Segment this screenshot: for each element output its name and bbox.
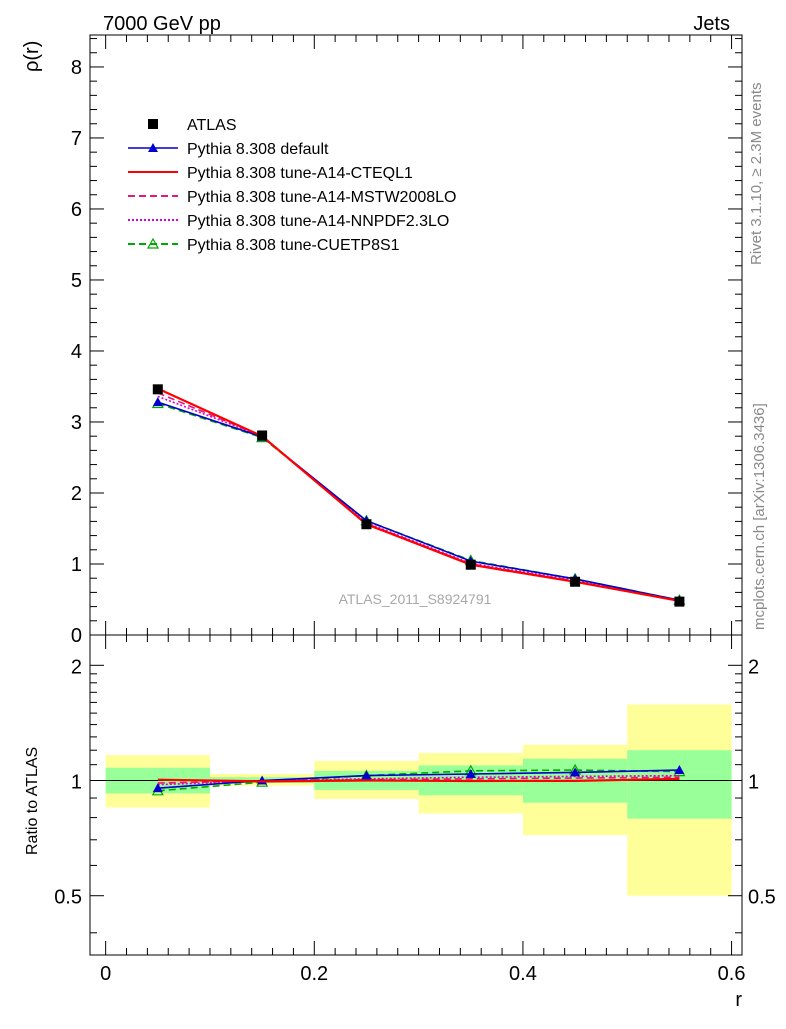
main-ytick-label-2: 2 xyxy=(71,483,82,505)
x-axis-label: r xyxy=(735,989,742,1011)
ratio-panel-frame: 0 0.2 0.4 0.6 0.5 0.5 1 1 2 2 xyxy=(54,634,776,985)
main-point-atlas xyxy=(570,576,581,587)
legend-label-atlas: ATLAS xyxy=(187,117,237,134)
main-point-atlas xyxy=(152,384,163,395)
main-line-pythia-8-308-tune-a14-cteql1 xyxy=(157,387,680,602)
main-line-pythia-8-308-tune-cuetp8s1 xyxy=(157,402,680,601)
x-tick-label-2: 0.4 xyxy=(509,963,537,985)
legend-label-pythia-8-308-tune-a14-nnpdf2-3lo: Pythia 8.308 tune-A14-NNPDF2.3LO xyxy=(187,213,449,230)
main-ytick-label-4: 4 xyxy=(71,341,82,363)
main-point-atlas xyxy=(465,559,476,570)
ratio-line-pythia-8-308-tune-a14-cteql1 xyxy=(157,777,680,783)
observable-label: Jets xyxy=(693,13,730,35)
ratio-line-pythia-8-308-tune-a14-nnpdf2-3lo xyxy=(157,774,680,786)
ratio-y-axis-label: Ratio to ATLAS xyxy=(24,747,41,855)
ratio-line-pythia-8-308-tune-a14-mstw2008lo xyxy=(157,776,680,784)
legend-label-pythia-8-308-tune-a14-mstw2008lo: Pythia 8.308 tune-A14-MSTW2008LO xyxy=(187,189,456,206)
ratio-point-pythia-8-308-default xyxy=(152,783,163,793)
legend-marker-atlas xyxy=(148,119,158,129)
main-series-lines xyxy=(151,384,686,607)
ratio-ytick-label-right-2: 2 xyxy=(748,656,759,678)
source-label: mcplots.cern.ch [arXiv:1306.3436] xyxy=(751,403,768,630)
main-panel-frame: 0 1 2 3 4 5 6 7 8 xyxy=(71,34,743,647)
main-point-pythia-8-308-default xyxy=(152,397,163,407)
main-point-atlas xyxy=(257,430,268,441)
main-y-axis-label: ρ(r) xyxy=(21,41,43,72)
legend-label-pythia-8-308-tune-a14-cteql1: Pythia 8.308 tune-A14-CTEQL1 xyxy=(187,165,413,182)
main-ytick-label-5: 5 xyxy=(71,270,82,292)
ratio-ytick-label-left-0: 0.5 xyxy=(54,887,82,909)
ratio-ytick-label-left-2: 2 xyxy=(71,656,82,678)
ratio-ytick-label-right-0: 0.5 xyxy=(748,887,776,909)
legend-marker-pythia-8-308-tune-cuetp8s1 xyxy=(146,237,160,249)
legend-label-pythia-8-308-default: Pythia 8.308 default xyxy=(187,141,329,158)
legend-marker-pythia-8-308-default xyxy=(148,143,158,152)
legend: ATLAS Pythia 8.308 default Pythia 8.308 tu… xyxy=(128,117,456,254)
ratio-frame-box xyxy=(89,634,743,956)
x-tick-label-1: 0.2 xyxy=(300,963,328,985)
main-ytick-label-3: 3 xyxy=(71,412,82,434)
main-line-pythia-8-308-tune-a14-nnpdf2-3lo xyxy=(157,395,680,602)
legend-label-pythia-8-308-tune-cuetp8s1: Pythia 8.308 tune-CUETP8S1 xyxy=(187,237,400,254)
main-point-atlas xyxy=(674,596,685,607)
band-inner-5 xyxy=(627,750,732,819)
main-ytick-label-0: 0 xyxy=(71,625,82,647)
x-tick-label-3: 0.6 xyxy=(718,963,746,985)
ratio-point-pythia-8-308-default xyxy=(674,765,685,775)
main-point-atlas xyxy=(361,519,372,530)
rivet-label: Rivet 3.1.10, ≥ 2.3M events xyxy=(748,83,765,266)
energy-label: 7000 GeV pp xyxy=(103,13,221,35)
ratio-point-pythia-8-308-default xyxy=(570,767,581,777)
main-ytick-label-7: 7 xyxy=(71,128,82,150)
x-tick-label-0: 0 xyxy=(100,963,111,985)
main-ytick-label-6: 6 xyxy=(71,199,82,221)
ratio-series-lines xyxy=(151,763,686,796)
ratio-point-pythia-8-308-default xyxy=(361,770,372,780)
analysis-label: ATLAS_2011_S8924791 xyxy=(339,591,492,607)
ratio-point-pythia-8-308-default xyxy=(465,768,476,778)
ratio-line-pythia-8-308-tune-cuetp8s1 xyxy=(157,769,680,792)
ratio-uncertainty-bands xyxy=(105,704,732,896)
ratio-ytick-label-right-1: 1 xyxy=(748,772,759,794)
ratio-ytick-label-left-1: 1 xyxy=(71,772,82,794)
main-ytick-label-1: 1 xyxy=(71,554,82,576)
main-line-pythia-8-308-default xyxy=(157,401,680,601)
main-ytick-label-8: 8 xyxy=(71,57,82,79)
